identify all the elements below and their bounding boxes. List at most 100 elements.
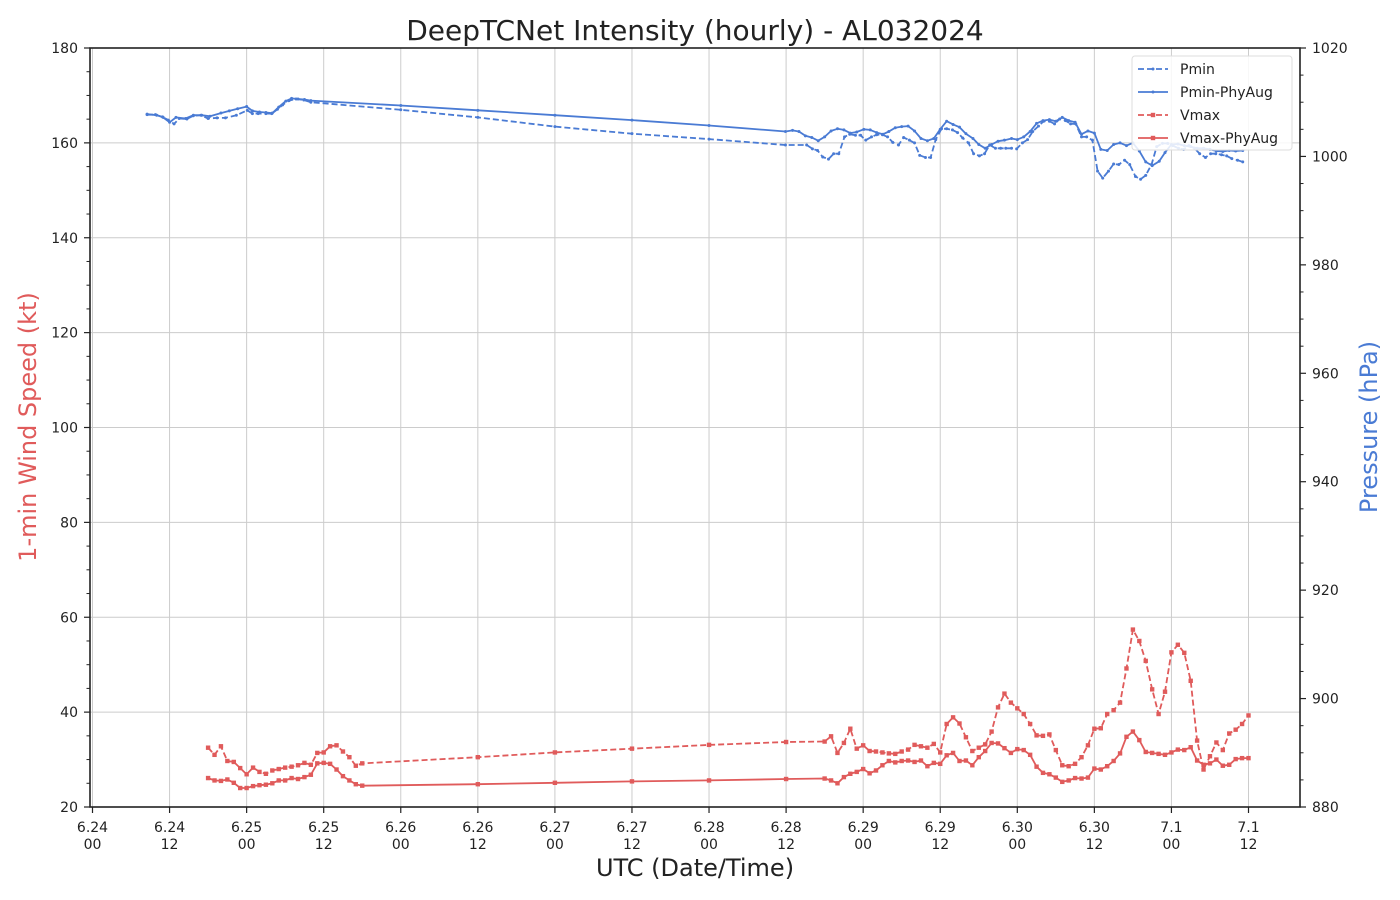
data-point-pmin-phyaug [1010, 137, 1014, 141]
data-point-pmin [783, 143, 787, 147]
series-line-vmax [207, 628, 1250, 776]
data-point-vmax [944, 721, 949, 727]
y-left-tick-label: 180 [51, 41, 78, 57]
x-tick-label-time: 12 [1240, 837, 1258, 853]
legend-label-pmin: Pmin [1180, 62, 1215, 78]
data-point-vmax [289, 764, 294, 769]
data-point-vmax [1015, 706, 1020, 711]
data-point-pmin [902, 135, 906, 139]
data-point-pmin [956, 131, 960, 135]
data-point-vmax [963, 735, 969, 740]
data-point-pmin-phyaug [219, 111, 223, 115]
data-point-pmin [1069, 122, 1073, 126]
data-point-vmax-phyaug [1111, 758, 1116, 764]
y-right-tick-label: 1000 [1312, 149, 1348, 165]
x-tick-label-date: 6.29 [848, 820, 879, 836]
x-tick-label-date: 6.30 [1079, 820, 1110, 836]
data-point-vmax-phyaug [552, 780, 558, 786]
data-point-pmin [918, 153, 922, 157]
data-point-vmax-phyaug [1143, 749, 1148, 755]
data-point-pmin-phyaug [277, 105, 281, 109]
y-left-tick-label: 100 [51, 421, 78, 437]
x-tick-label-time: 12 [469, 837, 487, 853]
data-point-vmax [1117, 700, 1123, 705]
x-tick-label-time: 12 [161, 837, 179, 853]
data-point-vmax-phyaug [783, 776, 789, 782]
data-point-vmax [1060, 763, 1065, 768]
data-point-pmin-phyaug [174, 115, 178, 119]
data-point-pmin [816, 148, 820, 152]
data-point-pmin-phyaug [1041, 119, 1045, 123]
data-point-vmax-phyaug [1194, 758, 1200, 763]
data-point-pmin-phyaug [945, 119, 949, 123]
data-point-vmax [893, 751, 898, 757]
data-point-vmax [1188, 678, 1193, 684]
data-point-vmax [1149, 687, 1155, 692]
x-tick-label-date: 6.24 [77, 820, 108, 836]
data-point-pmin [907, 138, 911, 142]
data-point-pmin-phyaug [1163, 151, 1167, 155]
data-point-pmin [1209, 152, 1213, 156]
data-point-vmax-phyaug [706, 778, 712, 783]
data-point-vmax-phyaug [340, 773, 346, 779]
data-point-vmax [867, 748, 872, 754]
data-point-pmin-phyaug [208, 114, 212, 118]
data-point-pmin [993, 146, 997, 150]
data-point-pmin-phyaug [829, 129, 833, 133]
data-point-vmax-phyaug [1040, 770, 1046, 776]
data-point-pmin-phyaug [1035, 121, 1039, 125]
x-tick-label-date: 6.29 [925, 820, 956, 836]
data-point-pmin-phyaug [250, 109, 254, 113]
data-point-vmax [1072, 761, 1078, 767]
data-point-vmax-phyaug [835, 781, 840, 786]
data-point-pmin [1053, 122, 1057, 126]
data-point-vmax [938, 750, 943, 755]
data-point-vmax [353, 763, 359, 768]
data-point-vmax [1066, 764, 1071, 769]
data-point-vmax-phyaug [321, 760, 326, 766]
data-point-vmax [1027, 721, 1033, 727]
x-tick-label-time: 12 [315, 837, 333, 853]
y-right-tick-label: 980 [1312, 258, 1339, 274]
data-point-vmax [347, 754, 352, 760]
data-point-pmin [1117, 163, 1121, 167]
data-point-vmax-phyaug [912, 759, 917, 765]
data-point-pmin [1101, 176, 1105, 180]
data-point-vmax-phyaug [1015, 746, 1020, 752]
data-point-pmin-phyaug [191, 113, 195, 117]
data-point-vmax [250, 765, 256, 770]
data-point-vmax-phyaug [938, 761, 943, 767]
x-tick-label-date: 6.30 [1002, 820, 1033, 836]
y-right-tick-label: 900 [1312, 692, 1339, 708]
data-point-pmin-phyaug [1015, 138, 1019, 142]
data-point-vmax [912, 742, 917, 748]
y-left-tick-label: 120 [51, 326, 78, 342]
y-axis-left-label: 1-min Wind Speed (kt) [14, 292, 42, 562]
data-point-pmin [853, 133, 857, 137]
data-point-vmax-phyaug [1105, 764, 1110, 769]
data-point-pmin-phyaug [900, 125, 904, 129]
data-point-vmax [925, 745, 930, 750]
data-point-vmax-phyaug [886, 758, 892, 764]
data-point-vmax-phyaug [327, 761, 333, 767]
data-point-vmax-phyaug [944, 753, 949, 758]
data-point-pmin-phyaug [630, 118, 634, 122]
x-tick-label-date: 6.24 [154, 820, 185, 836]
data-point-vmax-phyaug [1149, 750, 1155, 756]
data-point-vmax-phyaug [276, 778, 281, 783]
data-point-pmin-phyaug [1086, 129, 1090, 133]
data-point-vmax-phyaug [263, 782, 269, 787]
y-left-tick-label: 160 [51, 136, 78, 152]
data-point-vmax [1111, 708, 1116, 713]
data-point-pmin [1096, 169, 1100, 173]
data-point-pmin [929, 156, 933, 160]
x-tick-label-time: 00 [84, 837, 102, 853]
data-point-pmin [1085, 135, 1089, 139]
data-point-pmin [999, 146, 1003, 150]
data-point-vmax [1008, 700, 1014, 705]
data-point-vmax [1220, 747, 1226, 753]
data-point-vmax-phyaug [1034, 764, 1039, 769]
data-point-vmax [1233, 727, 1238, 732]
legend-label-vmax-phyaug: Vmax-PhyAug [1180, 131, 1278, 147]
data-point-vmax-phyaug [1233, 756, 1238, 762]
